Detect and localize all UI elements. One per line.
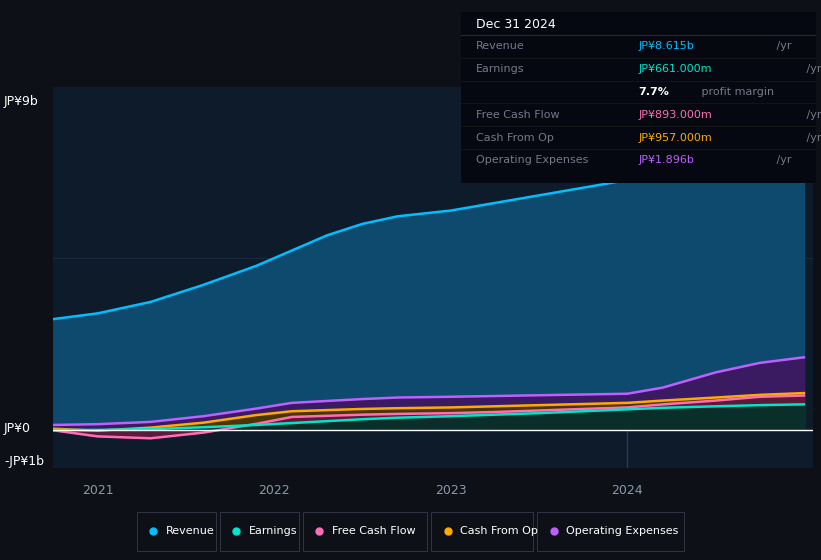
Text: Earnings: Earnings [249,526,297,535]
FancyBboxPatch shape [136,512,216,550]
Text: /yr: /yr [803,64,821,74]
Text: -JP¥1b: -JP¥1b [4,455,44,469]
Text: Cash From Op: Cash From Op [460,526,538,535]
Text: Operating Expenses: Operating Expenses [475,155,588,165]
FancyBboxPatch shape [537,512,685,550]
Text: Dec 31 2024: Dec 31 2024 [475,18,555,31]
Text: JP¥9b: JP¥9b [4,95,39,108]
Text: profit margin: profit margin [699,87,774,97]
FancyBboxPatch shape [220,512,299,550]
Text: 2022: 2022 [259,483,290,497]
Text: 7.7%: 7.7% [639,87,670,97]
Text: Revenue: Revenue [165,526,214,535]
Text: JP¥661.000m: JP¥661.000m [639,64,713,74]
FancyBboxPatch shape [303,512,428,550]
Text: JP¥8.615b: JP¥8.615b [639,41,695,52]
Text: Earnings: Earnings [475,64,524,74]
Text: JP¥1.896b: JP¥1.896b [639,155,695,165]
Text: /yr: /yr [773,155,791,165]
Text: 2023: 2023 [435,483,466,497]
Text: /yr: /yr [803,133,821,143]
Text: Free Cash Flow: Free Cash Flow [475,110,559,120]
Text: /yr: /yr [803,110,821,120]
Text: JP¥893.000m: JP¥893.000m [639,110,713,120]
Text: 2021: 2021 [82,483,113,497]
Text: JP¥957.000m: JP¥957.000m [639,133,713,143]
Text: Operating Expenses: Operating Expenses [566,526,678,535]
Text: Revenue: Revenue [475,41,525,52]
Text: Cash From Op: Cash From Op [475,133,553,143]
Text: /yr: /yr [773,41,791,52]
FancyBboxPatch shape [431,512,534,550]
Text: Free Cash Flow: Free Cash Flow [332,526,415,535]
Text: JP¥0: JP¥0 [4,422,31,435]
Text: 2024: 2024 [612,483,643,497]
